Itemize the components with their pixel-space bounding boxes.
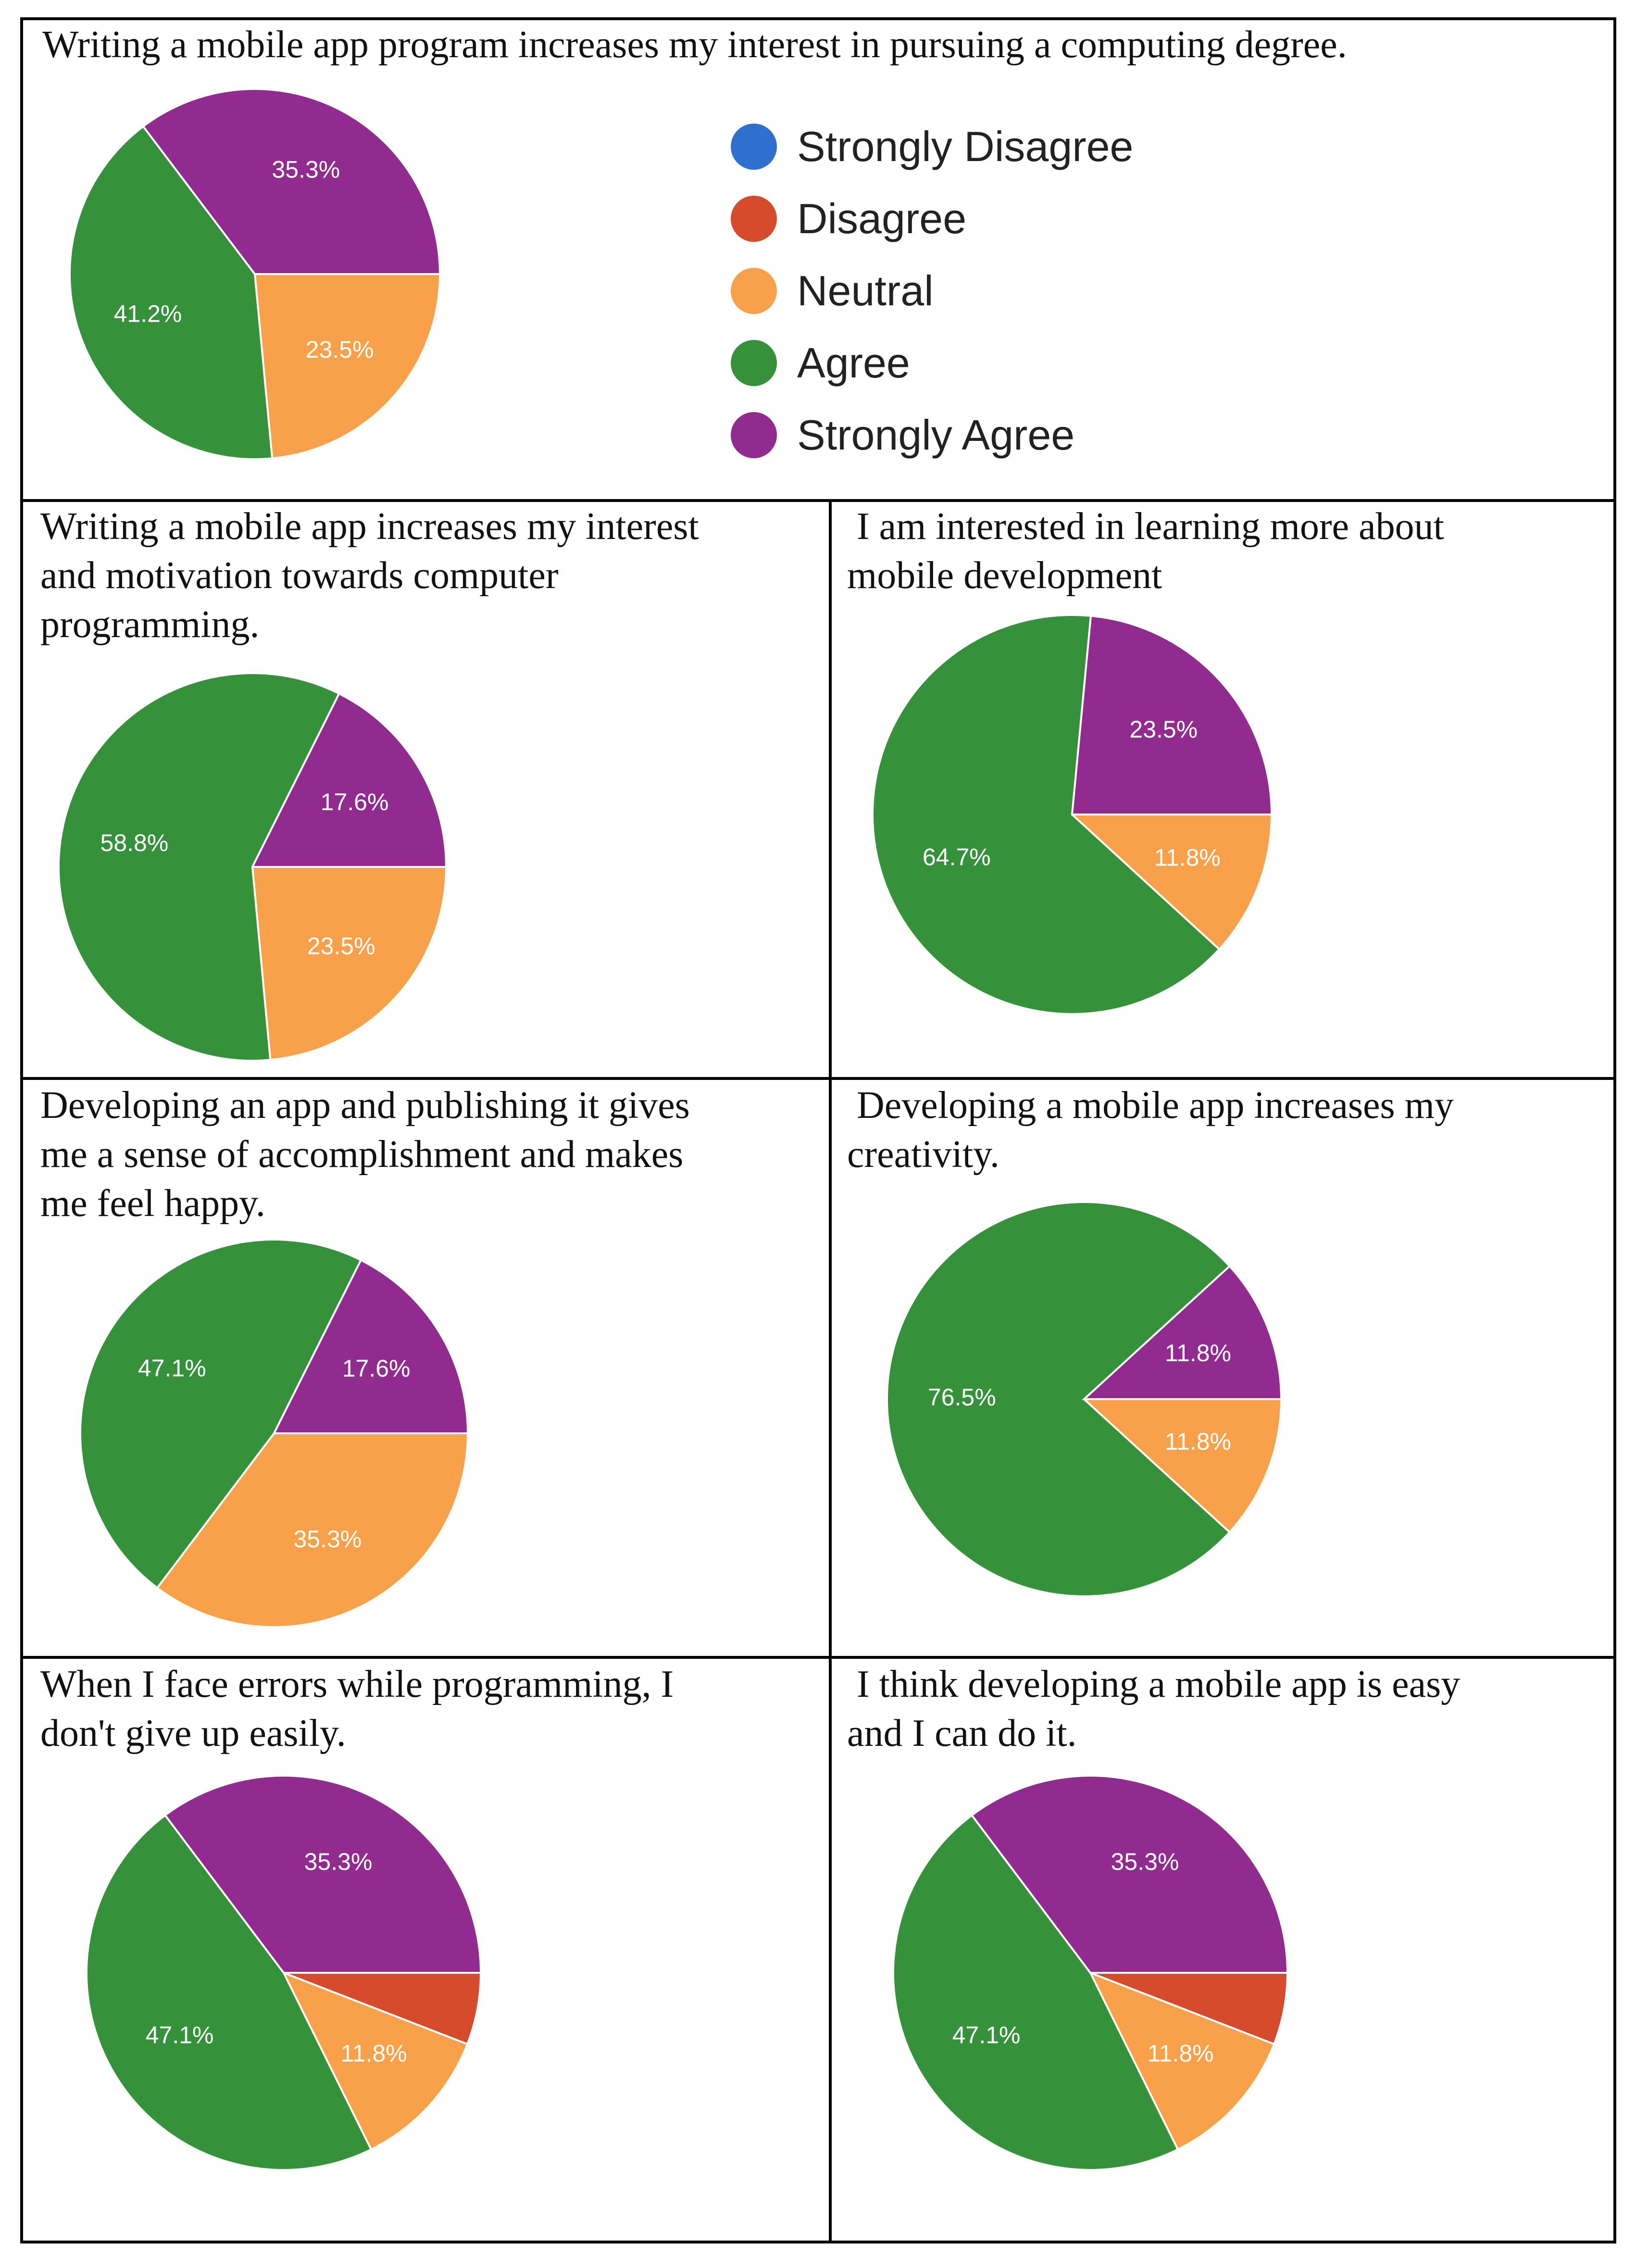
legend-label-neutral: Neutral bbox=[797, 267, 934, 314]
slice-label-neutral: 23.5% bbox=[306, 336, 374, 363]
pie-slice-neutral bbox=[281, 1971, 469, 2151]
slice-label-strongly-agree: 11.8% bbox=[1165, 1340, 1231, 1366]
slice-label-agree: 47.1% bbox=[138, 1354, 206, 1381]
legend-item-neutral: Neutral bbox=[731, 255, 1133, 327]
slice-label-agree: 47.1% bbox=[952, 2022, 1021, 2049]
slice-label-neutral: 11.8% bbox=[1165, 1428, 1231, 1455]
legend-label-strongly-agree: Strongly Agree bbox=[797, 411, 1075, 459]
legend-item-strongly-disagree: Strongly Disagree bbox=[731, 111, 1133, 183]
legend-item-agree: Agree bbox=[731, 327, 1133, 399]
pie-slice-agree bbox=[86, 1814, 373, 2171]
slice-label-strongly-agree: 17.6% bbox=[342, 1355, 411, 1382]
pie-slice-agree bbox=[79, 1239, 362, 1590]
slice-label-strongly-agree: 17.6% bbox=[321, 789, 389, 815]
pie-slice-agree bbox=[58, 672, 340, 1062]
chart-title-programming-motivation: Writing a mobile app increases my intere… bbox=[40, 505, 699, 646]
pie-slice-strongly-agree bbox=[272, 1259, 469, 1434]
slice-label-neutral: 11.8% bbox=[341, 2040, 407, 2067]
legend-label-disagree: Disagree bbox=[797, 195, 967, 242]
slice-label-strongly-agree: 35.3% bbox=[272, 156, 340, 183]
pie-slice-disagree bbox=[1090, 1972, 1289, 2045]
slice-label-neutral: 11.8% bbox=[1148, 2040, 1214, 2067]
pie-slice-agree bbox=[69, 125, 274, 460]
legend-item-disagree: Disagree bbox=[731, 183, 1133, 255]
row-divider bbox=[20, 1077, 1616, 1080]
slice-label-agree: 76.5% bbox=[928, 1384, 996, 1411]
pie-slice-neutral bbox=[156, 1432, 469, 1628]
legend-swatch-strongly-agree bbox=[731, 412, 777, 458]
chart-title-learning-mobile-dev: I am interested in learning more about m… bbox=[847, 505, 1444, 597]
survey-table bbox=[20, 17, 1616, 2243]
slice-label-agree: 41.2% bbox=[114, 301, 182, 327]
chart-title-creativity: Developing a mobile app increases my cre… bbox=[847, 1084, 1454, 1176]
row-divider bbox=[20, 1656, 1616, 1659]
legend-swatch-agree bbox=[731, 340, 777, 386]
pie-slice-neutral bbox=[1088, 1971, 1275, 2151]
slice-label-neutral: 11.8% bbox=[1154, 844, 1221, 871]
legend-label-strongly-disagree: Strongly Disagree bbox=[797, 123, 1134, 170]
chart-title-computing-degree: Writing a mobile app program increases m… bbox=[42, 24, 1347, 66]
column-divider bbox=[829, 499, 832, 2243]
pie-slice-neutral bbox=[253, 273, 441, 460]
pie-slice-disagree bbox=[283, 1972, 482, 2045]
slice-label-strongly-agree: 35.3% bbox=[1111, 1848, 1179, 1875]
pie-slice-strongly-agree bbox=[1071, 614, 1273, 815]
legend-swatch-strongly-disagree bbox=[731, 124, 777, 170]
slice-label-neutral: 35.3% bbox=[293, 1526, 362, 1553]
chart-title-persistence: When I face errors while programming, I … bbox=[40, 1663, 674, 1754]
pie-slice-agree bbox=[892, 1814, 1179, 2171]
pie-slice-agree bbox=[886, 1201, 1231, 1597]
legend-item-strongly-agree: Strongly Agree bbox=[731, 399, 1133, 471]
slice-label-agree: 58.8% bbox=[100, 829, 169, 856]
pie-slice-strongly-agree bbox=[970, 1775, 1289, 1974]
pie-slice-neutral bbox=[251, 866, 448, 1061]
pie-slice-agree bbox=[872, 614, 1221, 1015]
pie-slice-strongly-agree bbox=[250, 692, 448, 868]
row-divider bbox=[20, 499, 1616, 502]
legend-swatch-disagree bbox=[731, 196, 777, 242]
pie-slice-strongly-agree bbox=[1081, 1265, 1283, 1400]
slice-label-agree: 64.7% bbox=[923, 844, 991, 871]
pie-slice-neutral bbox=[1081, 1398, 1283, 1534]
slice-label-strongly-agree: 23.5% bbox=[1129, 716, 1198, 743]
slice-label-neutral: 23.5% bbox=[307, 932, 375, 959]
chart-title-ease: I think developing a mobile app is easy … bbox=[847, 1663, 1461, 1754]
legend-label-agree: Agree bbox=[797, 339, 910, 387]
slice-label-strongly-agree: 35.3% bbox=[304, 1848, 373, 1875]
chart-title-accomplishment: Developing an app and publishing it give… bbox=[40, 1084, 690, 1225]
pie-slice-strongly-agree bbox=[142, 88, 441, 275]
legend: Strongly Disagree Disagree Neutral Agree… bbox=[731, 111, 1133, 471]
legend-swatch-neutral bbox=[731, 268, 777, 314]
pie-slice-strongly-agree bbox=[163, 1775, 482, 1974]
slice-label-agree: 47.1% bbox=[146, 2022, 214, 2049]
pie-slice-neutral bbox=[1069, 814, 1273, 951]
